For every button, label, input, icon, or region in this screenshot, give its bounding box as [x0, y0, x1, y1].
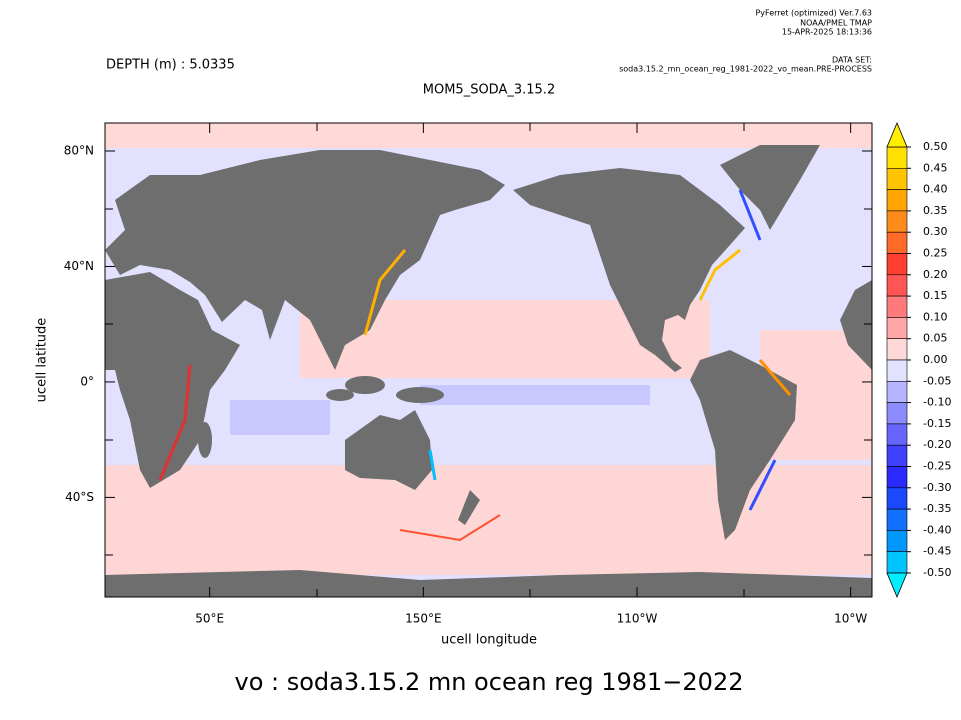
- north-america: [513, 168, 745, 372]
- colorbar-label: 0.35: [923, 204, 948, 217]
- colorbar-bin: [886, 423, 908, 446]
- borneo: [345, 376, 385, 394]
- colorbar-bin: [886, 295, 908, 318]
- ocean: [230, 400, 330, 435]
- colorbar-label: 0.25: [923, 247, 948, 260]
- depth-label: DEPTH (m) : 5.0335: [106, 58, 235, 73]
- map-field: [105, 123, 872, 597]
- colorbar-label: 0.15: [923, 289, 948, 302]
- y-tick-label: 40°S: [65, 490, 94, 504]
- timestamp: 15-APR-2025 18:13:36: [782, 28, 872, 37]
- sumatra: [326, 389, 354, 401]
- colorbar-bin: [886, 359, 908, 382]
- colorbar-label: -0.05: [923, 374, 951, 387]
- colorbar-bin: [886, 189, 908, 212]
- x-axis-label: ucell longitude: [441, 633, 537, 648]
- colorbar-label: 0.00: [923, 353, 948, 366]
- greenland: [720, 145, 820, 230]
- colorbar-bin: [886, 380, 908, 403]
- new-guinea: [396, 387, 444, 403]
- colorbar-bin: [886, 466, 908, 489]
- colorbar-bin: [886, 402, 908, 425]
- colorbar-label: -0.40: [923, 523, 951, 536]
- current: [399, 514, 501, 542]
- caption: vo : soda3.15.2 mn ocean reg 1981−2022: [235, 668, 744, 696]
- colorbar-bin: [886, 253, 908, 276]
- plot-frame: [104, 122, 873, 598]
- colorbar: 0.50 0.45 0.40 0.35 0.30 0.25 0.20 0.15 0.10 0.05…: [886, 121, 951, 599]
- colorbar-bin: [886, 444, 908, 467]
- ocean: [420, 385, 650, 405]
- x-tick-label: 110°W: [617, 612, 658, 626]
- colorbar-bin: [886, 210, 908, 233]
- colorbar-bin: [886, 551, 908, 574]
- current: [698, 248, 741, 301]
- colorbar-label: 0.40: [923, 183, 948, 196]
- current: [748, 459, 777, 511]
- colorbar-label: -0.20: [923, 438, 951, 451]
- y-tick-label: 80°N: [64, 144, 94, 158]
- ocean: [105, 465, 872, 575]
- current: [738, 189, 762, 241]
- colorbar-label: 0.45: [923, 161, 948, 174]
- dataset-label: DATA SET:: [832, 56, 872, 65]
- new-zealand: [458, 490, 480, 525]
- software: PyFerret (optimized) Ver.7.63: [755, 9, 872, 18]
- x-tick-label: 150°E: [405, 612, 442, 626]
- antarctica: [105, 570, 872, 597]
- colorbar-bin: [886, 168, 908, 190]
- organization: NOAA/PMEL TMAP: [800, 19, 872, 28]
- colorbar-bin: [886, 487, 908, 510]
- y-tick-label: 40°N: [64, 259, 94, 273]
- colorbar-label: -0.50: [923, 566, 951, 579]
- colorbar-label: -0.15: [923, 417, 951, 430]
- colorbar-bin: [886, 530, 908, 553]
- colorbar-bin: [886, 317, 908, 339]
- colorbar-over: [886, 121, 908, 148]
- colorbar-under: [886, 572, 908, 599]
- australia: [345, 410, 432, 490]
- current: [363, 249, 407, 336]
- dataset: soda3.15.2_mn_ocean_reg_1981-2022_vo_mea…: [619, 65, 872, 74]
- colorbar-label: 0.30: [923, 225, 948, 238]
- x-tick-label: 50°E: [195, 612, 224, 626]
- colorbar-label: -0.25: [923, 460, 951, 473]
- current: [428, 449, 437, 481]
- colorbar-bin: [886, 274, 908, 297]
- colorbar-label: -0.30: [923, 481, 951, 494]
- y-axis-label: ucell latitude: [35, 318, 50, 403]
- west-africa: [840, 280, 872, 370]
- colorbar-label: 0.50: [923, 140, 948, 153]
- colorbar-label: -0.45: [923, 545, 951, 558]
- madagascar: [198, 422, 212, 458]
- map-title: MOM5_SODA_3.15.2: [423, 83, 555, 98]
- colorbar-label: -0.35: [923, 502, 951, 515]
- ocean: [105, 123, 872, 148]
- eurasia: [105, 150, 505, 370]
- colorbar-bin: [886, 231, 908, 254]
- colorbar-label: 0.05: [923, 332, 948, 345]
- minor-ticks: [105, 123, 872, 597]
- south-america: [690, 350, 797, 540]
- africa: [105, 272, 240, 488]
- current: [158, 364, 192, 481]
- colorbar-bin: [886, 146, 908, 169]
- colorbar-bin: [886, 338, 908, 361]
- colorbar-label: 0.10: [923, 310, 948, 323]
- colorbar-label: 0.20: [923, 268, 948, 281]
- current: [758, 359, 792, 396]
- y-tick-label: 0°: [80, 374, 94, 388]
- x-tick-label: 10°W: [834, 612, 867, 626]
- colorbar-label: -0.10: [923, 396, 951, 409]
- colorbar-bin: [886, 508, 908, 531]
